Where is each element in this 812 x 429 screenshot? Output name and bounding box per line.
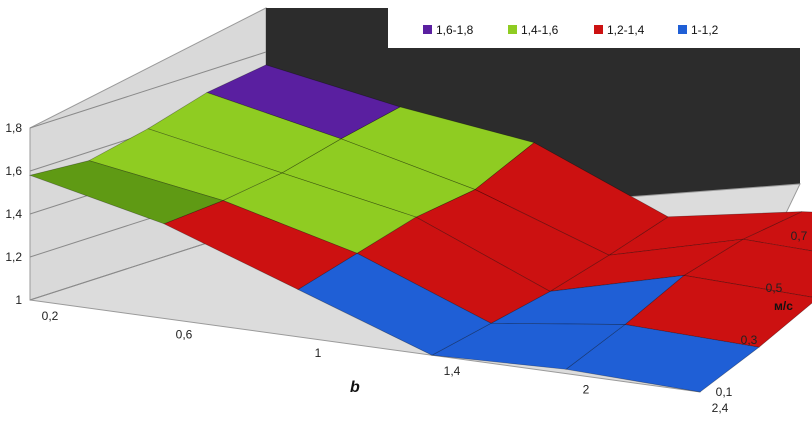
x-tick-label: 0,2 xyxy=(42,309,59,323)
z-tick-label: 1,4 xyxy=(5,207,22,221)
x-axis-title: b xyxy=(350,379,360,396)
surface-patch xyxy=(147,92,342,174)
z-tick-label: 1,2 xyxy=(5,250,22,264)
legend-label-3: 1,2-1,4 xyxy=(607,23,645,37)
legend-swatch-3 xyxy=(594,25,603,34)
x-tick-label: 2 xyxy=(583,383,590,397)
legend: 1,6-1,8 1,4-1,6 1,2-1,4 1-1,2 xyxy=(423,23,719,37)
x-tick-label: 0,6 xyxy=(176,327,193,341)
surface-patch xyxy=(297,252,492,356)
z-tick-label: 1,8 xyxy=(5,121,22,135)
y-tick-label: 0,7 xyxy=(791,229,808,243)
z-tick-label: 1 xyxy=(15,293,22,307)
x-tick-label: 1,4 xyxy=(444,364,461,378)
y-tick-label: 0,3 xyxy=(741,333,758,347)
y-tick-label: 0,1 xyxy=(716,385,733,399)
z-gridline xyxy=(29,51,267,129)
legend-swatch-1 xyxy=(423,25,432,34)
z-tick-label: 1,6 xyxy=(5,164,22,178)
x-tick-label: 1 xyxy=(315,346,322,360)
surface xyxy=(28,64,812,393)
legend-label-2: 1,4-1,6 xyxy=(521,23,559,37)
legend-swatch-2 xyxy=(508,25,517,34)
surface-patch xyxy=(206,64,401,140)
x-tick-label: 2,4 xyxy=(712,401,729,415)
legend-swatch-4 xyxy=(678,25,687,34)
tick-labels: 11,21,41,61,80,20,611,422,40,10,30,50,70… xyxy=(5,121,808,415)
surface-patch xyxy=(281,138,476,218)
surface-patch xyxy=(88,128,283,201)
legend-label-1: 1,6-1,8 xyxy=(436,23,474,37)
surface-patch xyxy=(28,160,225,225)
y-axis-unit: м/с xyxy=(774,299,793,313)
legend-label-4: 1-1,2 xyxy=(691,23,719,37)
y-tick-label: 0,5 xyxy=(766,281,783,295)
